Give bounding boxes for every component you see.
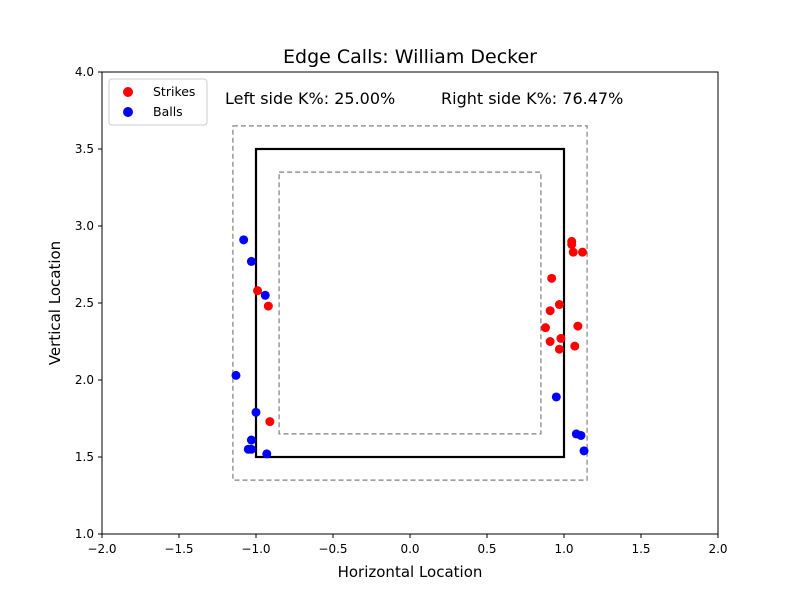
strikes-point bbox=[556, 333, 566, 343]
legend-box bbox=[108, 78, 208, 126]
x-tick-label: 2.0 bbox=[708, 542, 727, 556]
inner-edge-box bbox=[278, 171, 542, 435]
balls-point bbox=[260, 290, 270, 300]
x-tick-label: −2.0 bbox=[87, 542, 116, 556]
strikes-point bbox=[554, 300, 564, 310]
legend-marker-strikes bbox=[123, 87, 133, 97]
balls-point bbox=[246, 256, 256, 266]
strikes-point bbox=[554, 344, 564, 354]
balls-point bbox=[576, 430, 586, 440]
data-points bbox=[231, 235, 589, 459]
strike-zone-box bbox=[254, 147, 566, 459]
right-side-k-annotation: Right side K%: 76.47% bbox=[441, 89, 623, 108]
x-tick-label: 1.5 bbox=[631, 542, 650, 556]
strikes-point bbox=[541, 323, 551, 333]
x-tick-label: 1.0 bbox=[554, 542, 573, 556]
balls-point bbox=[251, 407, 261, 417]
zones bbox=[232, 125, 588, 481]
y-tick-label: 2.5 bbox=[75, 296, 94, 310]
strikes-point bbox=[265, 417, 275, 427]
balls-point bbox=[231, 370, 241, 380]
legend-marker-balls bbox=[123, 107, 133, 117]
x-tick-label: −1.5 bbox=[164, 542, 193, 556]
y-axis-label: Vertical Location bbox=[46, 241, 64, 365]
x-tick-label: 0.5 bbox=[477, 542, 496, 556]
strikes-point bbox=[567, 239, 577, 249]
y-tick-label: 3.0 bbox=[75, 219, 94, 233]
legend-label-strikes: Strikes bbox=[153, 84, 195, 99]
chart-title: Edge Calls: William Decker bbox=[283, 46, 537, 68]
outer-edge-box bbox=[232, 125, 588, 481]
strikes-point bbox=[253, 286, 263, 296]
x-tick-label: 0.0 bbox=[400, 542, 419, 556]
strikes-point bbox=[573, 321, 583, 331]
strikes-point bbox=[547, 273, 557, 283]
legend: Strikes Balls bbox=[108, 78, 208, 126]
x-axis-ticks: −2.0 −1.5 −1.0 −0.5 0.0 0.5 1.0 1.5 2.0 bbox=[87, 534, 728, 556]
balls-point bbox=[239, 235, 249, 245]
x-axis-label: Horizontal Location bbox=[338, 563, 483, 581]
balls-point bbox=[262, 449, 272, 459]
x-tick-label: −1.0 bbox=[241, 542, 270, 556]
legend-label-balls: Balls bbox=[153, 104, 183, 119]
y-tick-label: 2.0 bbox=[75, 373, 94, 387]
strikes-point bbox=[263, 301, 273, 311]
y-tick-label: 3.5 bbox=[75, 142, 94, 156]
balls-point bbox=[551, 392, 561, 402]
strikes-point bbox=[568, 247, 578, 257]
y-axis-ticks: 1.0 1.5 2.0 2.5 3.0 3.5 4.0 bbox=[75, 65, 102, 541]
strikes-point bbox=[570, 341, 580, 351]
balls-point bbox=[246, 435, 256, 445]
y-tick-label: 1.0 bbox=[75, 527, 94, 541]
strikes-point bbox=[545, 306, 555, 316]
plot-frame bbox=[101, 71, 719, 535]
x-tick-label: −0.5 bbox=[318, 542, 347, 556]
left-side-k-annotation: Left side K%: 25.00% bbox=[225, 89, 395, 108]
balls-point bbox=[579, 446, 589, 456]
y-tick-label: 1.5 bbox=[75, 450, 94, 464]
balls-point bbox=[246, 444, 256, 454]
y-tick-label: 4.0 bbox=[75, 65, 94, 79]
strikes-point bbox=[577, 247, 587, 257]
strikes-point bbox=[545, 337, 555, 346]
